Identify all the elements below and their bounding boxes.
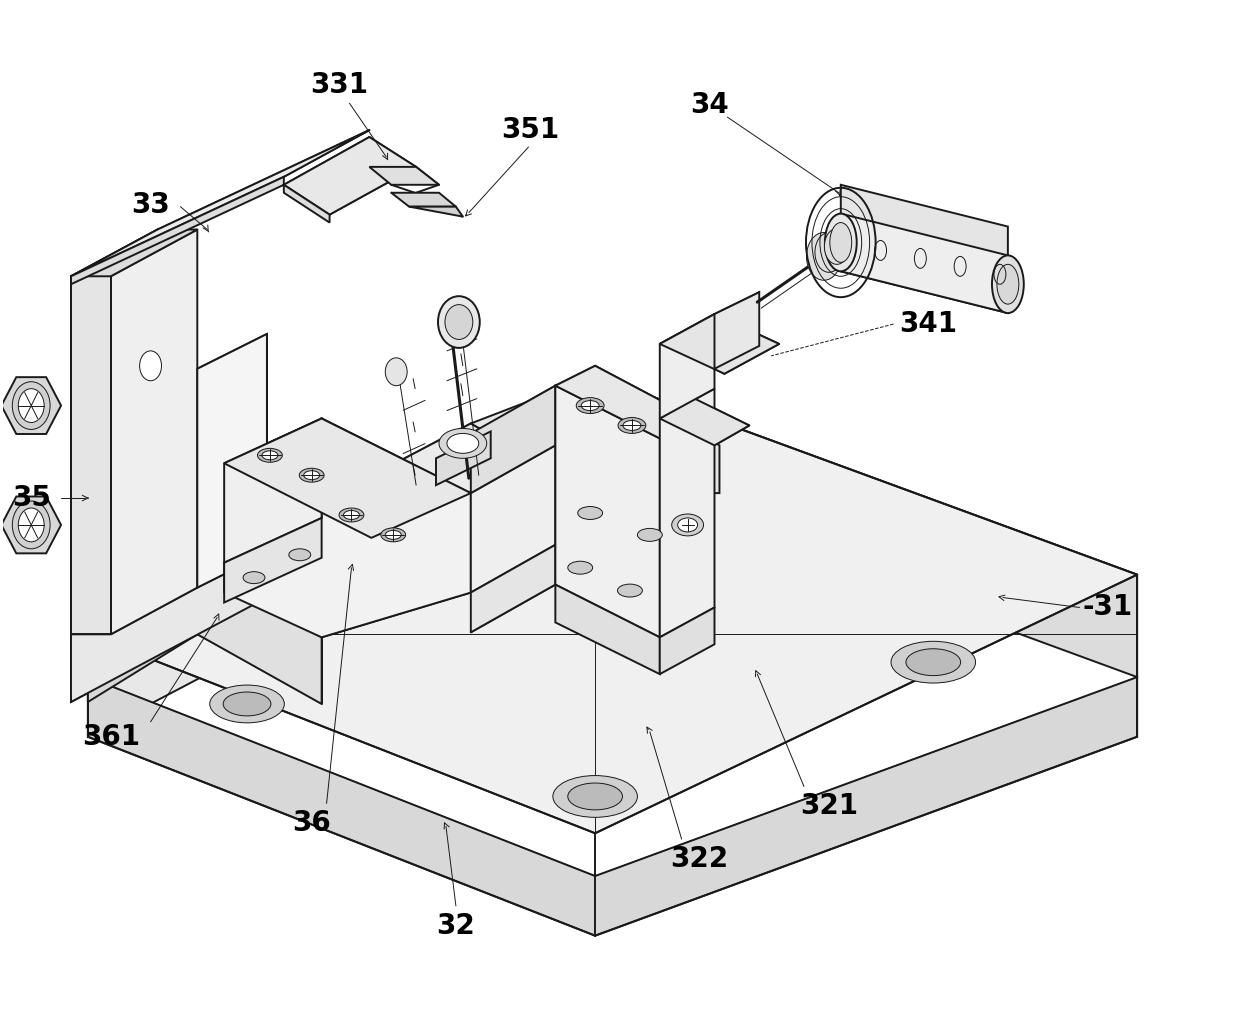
Polygon shape (436, 432, 491, 485)
Ellipse shape (622, 420, 641, 431)
Ellipse shape (815, 232, 843, 272)
Ellipse shape (568, 783, 622, 810)
Ellipse shape (906, 649, 961, 675)
Polygon shape (556, 386, 660, 637)
Polygon shape (71, 130, 370, 276)
Polygon shape (197, 568, 321, 704)
Ellipse shape (19, 389, 45, 422)
Ellipse shape (618, 417, 646, 434)
Polygon shape (284, 185, 330, 223)
Text: 341: 341 (899, 310, 957, 338)
Ellipse shape (386, 530, 402, 539)
Polygon shape (284, 137, 417, 215)
Ellipse shape (262, 451, 278, 459)
Text: 35: 35 (11, 484, 51, 513)
Ellipse shape (258, 448, 283, 462)
Ellipse shape (140, 351, 161, 381)
Polygon shape (841, 214, 1008, 313)
Polygon shape (471, 386, 556, 493)
Polygon shape (224, 518, 321, 603)
Polygon shape (660, 314, 714, 418)
Polygon shape (71, 229, 197, 276)
Ellipse shape (304, 471, 320, 480)
Polygon shape (71, 276, 110, 634)
Polygon shape (88, 677, 1137, 936)
Ellipse shape (343, 510, 360, 520)
Ellipse shape (892, 641, 976, 683)
Polygon shape (660, 399, 749, 445)
Ellipse shape (825, 228, 849, 264)
Ellipse shape (637, 529, 662, 541)
Ellipse shape (439, 429, 487, 458)
Polygon shape (595, 375, 1137, 677)
Text: 361: 361 (82, 723, 140, 751)
Text: 351: 351 (501, 116, 559, 144)
Polygon shape (88, 563, 224, 737)
Polygon shape (88, 375, 1137, 834)
Polygon shape (841, 185, 1008, 284)
Ellipse shape (578, 506, 603, 520)
Ellipse shape (830, 223, 852, 262)
Ellipse shape (243, 572, 265, 583)
Polygon shape (71, 177, 284, 284)
Polygon shape (556, 366, 694, 439)
Polygon shape (197, 333, 267, 587)
Polygon shape (714, 293, 759, 368)
Polygon shape (224, 375, 595, 665)
Text: 331: 331 (310, 72, 368, 99)
Ellipse shape (386, 358, 407, 386)
Ellipse shape (992, 256, 1024, 313)
Ellipse shape (582, 401, 599, 410)
Polygon shape (88, 568, 197, 702)
Polygon shape (660, 608, 714, 674)
Polygon shape (224, 418, 471, 637)
Text: 34: 34 (691, 91, 729, 120)
Polygon shape (1, 496, 61, 553)
Polygon shape (224, 418, 471, 538)
Ellipse shape (672, 514, 703, 536)
Polygon shape (409, 207, 463, 217)
Text: 33: 33 (131, 190, 170, 219)
Ellipse shape (577, 398, 604, 413)
Ellipse shape (438, 297, 480, 348)
Text: 321: 321 (800, 793, 858, 820)
Ellipse shape (678, 518, 698, 532)
Ellipse shape (381, 528, 405, 542)
Ellipse shape (553, 775, 637, 817)
Text: 32: 32 (436, 911, 475, 940)
Polygon shape (556, 584, 660, 674)
Ellipse shape (446, 434, 479, 453)
Polygon shape (471, 445, 556, 592)
Text: -31: -31 (1083, 593, 1132, 622)
Ellipse shape (12, 501, 50, 548)
Polygon shape (660, 314, 779, 373)
Polygon shape (370, 167, 439, 185)
Ellipse shape (445, 305, 472, 340)
Ellipse shape (618, 584, 642, 597)
Polygon shape (1, 377, 61, 434)
Ellipse shape (210, 685, 284, 723)
Ellipse shape (997, 264, 1019, 304)
Polygon shape (471, 545, 556, 632)
Ellipse shape (19, 508, 45, 542)
Polygon shape (110, 229, 197, 634)
Polygon shape (224, 418, 321, 563)
Text: 36: 36 (293, 809, 331, 837)
Ellipse shape (223, 692, 270, 716)
Polygon shape (660, 389, 714, 637)
Ellipse shape (289, 548, 311, 561)
Ellipse shape (568, 562, 593, 574)
Ellipse shape (806, 232, 841, 280)
Polygon shape (197, 424, 595, 637)
Polygon shape (471, 375, 719, 493)
Polygon shape (71, 552, 267, 702)
Text: 322: 322 (671, 845, 729, 873)
Ellipse shape (825, 214, 857, 271)
Ellipse shape (12, 382, 50, 430)
Ellipse shape (299, 469, 324, 482)
Ellipse shape (339, 508, 363, 522)
Polygon shape (392, 192, 456, 207)
